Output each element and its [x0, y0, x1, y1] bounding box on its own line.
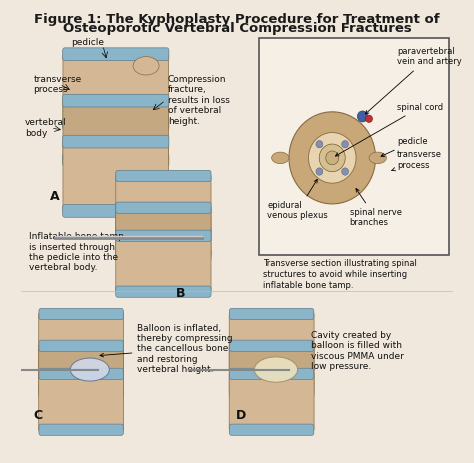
- FancyBboxPatch shape: [39, 364, 123, 375]
- FancyBboxPatch shape: [39, 424, 123, 435]
- FancyBboxPatch shape: [63, 117, 169, 130]
- FancyBboxPatch shape: [229, 364, 314, 375]
- FancyBboxPatch shape: [116, 172, 211, 235]
- FancyBboxPatch shape: [39, 340, 123, 351]
- FancyBboxPatch shape: [39, 308, 123, 319]
- FancyBboxPatch shape: [116, 226, 211, 238]
- FancyBboxPatch shape: [116, 286, 211, 297]
- FancyBboxPatch shape: [63, 154, 169, 166]
- Text: Compression
fracture,
results in loss
of vertebral
height.: Compression fracture, results in loss of…: [168, 75, 229, 125]
- FancyBboxPatch shape: [39, 342, 124, 397]
- FancyBboxPatch shape: [229, 388, 314, 399]
- Text: transverse
process: transverse process: [34, 75, 82, 94]
- Circle shape: [316, 140, 323, 148]
- FancyBboxPatch shape: [259, 38, 449, 255]
- Text: Osteoporotic Vertebral Compression Fractures: Osteoporotic Vertebral Compression Fract…: [63, 22, 411, 35]
- FancyBboxPatch shape: [39, 310, 124, 374]
- FancyBboxPatch shape: [229, 310, 314, 374]
- FancyBboxPatch shape: [63, 135, 169, 148]
- Ellipse shape: [133, 56, 159, 75]
- Circle shape: [365, 115, 373, 122]
- Ellipse shape: [70, 358, 109, 381]
- FancyBboxPatch shape: [229, 368, 314, 380]
- Text: D: D: [236, 409, 246, 422]
- Ellipse shape: [272, 152, 289, 163]
- Text: spinal cord: spinal cord: [336, 103, 443, 156]
- Circle shape: [289, 112, 375, 204]
- FancyBboxPatch shape: [229, 370, 314, 433]
- FancyBboxPatch shape: [229, 342, 314, 397]
- FancyBboxPatch shape: [116, 170, 211, 181]
- FancyBboxPatch shape: [63, 139, 169, 214]
- FancyBboxPatch shape: [63, 94, 169, 107]
- FancyBboxPatch shape: [229, 424, 314, 435]
- Text: A: A: [50, 190, 60, 203]
- FancyBboxPatch shape: [229, 308, 314, 319]
- Text: paravertebral
vein and artery: paravertebral vein and artery: [365, 47, 462, 114]
- FancyBboxPatch shape: [39, 370, 124, 433]
- Text: Inflatable bone tamp
is inserted through
the pedicle into the
vertebral body.: Inflatable bone tamp is inserted through…: [29, 232, 124, 272]
- Circle shape: [357, 111, 368, 122]
- Text: B: B: [176, 287, 185, 300]
- FancyBboxPatch shape: [116, 204, 211, 259]
- FancyBboxPatch shape: [116, 202, 211, 213]
- FancyBboxPatch shape: [63, 98, 169, 163]
- Text: spinal nerve
branches: spinal nerve branches: [349, 188, 401, 227]
- Text: Transverse section illustrating spinal
structures to avoid while inserting
infla: Transverse section illustrating spinal s…: [263, 259, 417, 290]
- Circle shape: [316, 168, 323, 175]
- FancyBboxPatch shape: [39, 368, 123, 380]
- Text: Figure 1: The Kyphoplasty Procedure for Treatment of: Figure 1: The Kyphoplasty Procedure for …: [34, 13, 440, 26]
- FancyBboxPatch shape: [116, 232, 211, 295]
- Circle shape: [342, 168, 348, 175]
- FancyBboxPatch shape: [63, 205, 169, 217]
- FancyBboxPatch shape: [116, 230, 211, 241]
- Text: pedicle: pedicle: [381, 137, 428, 156]
- FancyBboxPatch shape: [116, 250, 211, 261]
- Text: pedicle: pedicle: [71, 38, 104, 47]
- Text: C: C: [33, 409, 42, 422]
- Circle shape: [326, 151, 339, 165]
- FancyBboxPatch shape: [63, 51, 169, 126]
- Text: Cavity created by
balloon is filled with
viscous PMMA under
low pressure.: Cavity created by balloon is filled with…: [310, 331, 403, 371]
- Text: Balloon is inflated,
thereby compressing
the cancellous bone
and restoring
verte: Balloon is inflated, thereby compressing…: [100, 324, 233, 374]
- Text: vertebral
body: vertebral body: [25, 118, 66, 138]
- Circle shape: [319, 144, 345, 172]
- Circle shape: [309, 132, 356, 183]
- FancyBboxPatch shape: [229, 340, 314, 351]
- Text: epidural
venous plexus: epidural venous plexus: [267, 180, 328, 220]
- Text: transverse
process: transverse process: [392, 150, 442, 171]
- Circle shape: [342, 140, 348, 148]
- Ellipse shape: [369, 152, 386, 163]
- FancyBboxPatch shape: [39, 388, 123, 399]
- Ellipse shape: [255, 357, 298, 382]
- FancyBboxPatch shape: [63, 48, 169, 61]
